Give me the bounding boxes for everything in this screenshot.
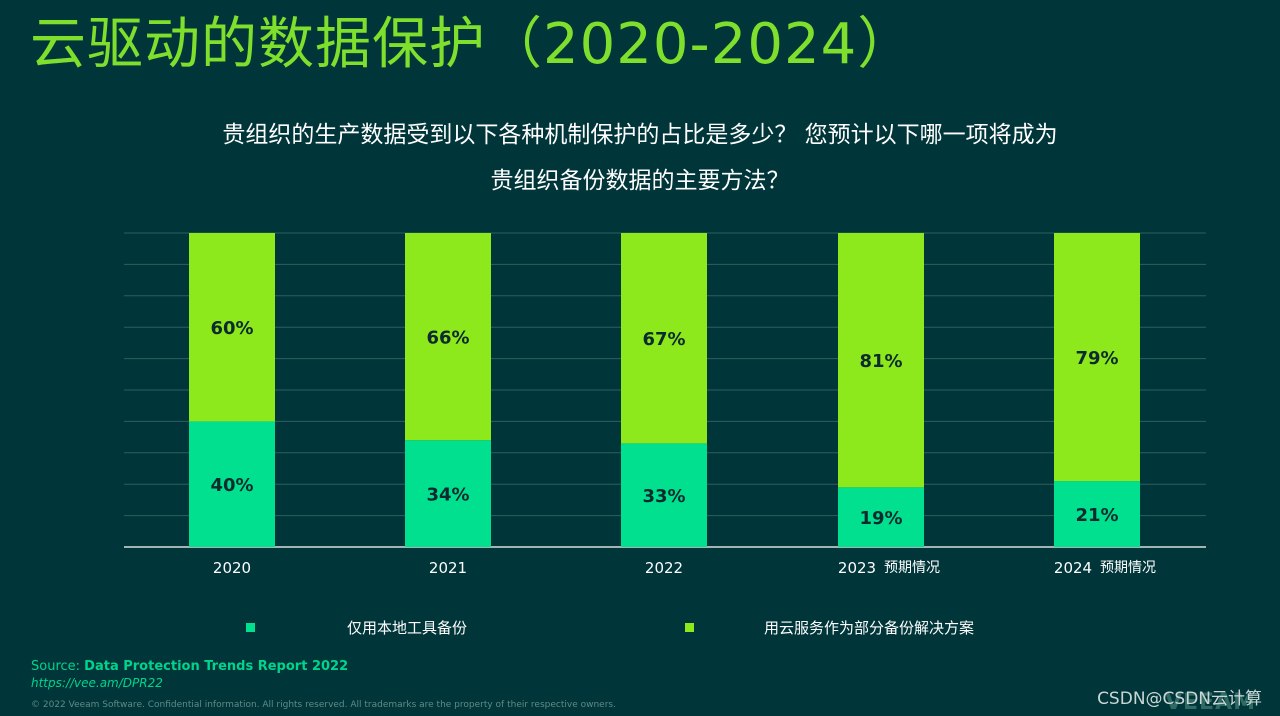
source-line: Source: Data Protection Trends Report 20… [31, 659, 348, 674]
data-label-cloud-2022: 67% [642, 329, 685, 350]
source-prefix: Source: [31, 659, 81, 674]
veeam-logo: VEEAM [1164, 690, 1256, 715]
data-label-cloud-2021: 66% [426, 328, 469, 349]
x-tick-label-2020: 2020 [213, 559, 251, 577]
bar-local-2023 [838, 487, 924, 547]
source-report: Data Protection Trends Report 2022 [84, 659, 349, 674]
data-label-local-2021: 34% [426, 485, 469, 506]
bar-cloud-2022 [621, 233, 707, 444]
bar-cloud-2023 [838, 233, 924, 488]
data-label-cloud-2024: 79% [1075, 348, 1118, 369]
stacked-bar-chart: 40%60%34%66%33%67%19%81%21%79% 2020 2021 2… [124, 232, 1206, 577]
bar-local-2020 [189, 421, 275, 547]
csdn-watermark: CSDN@CSDN云计算 [1097, 689, 1262, 709]
x-tick-note-2024: 预期情况 [1100, 560, 1156, 576]
copyright-notice: © 2022 Veeam Software. Confidential info… [31, 700, 616, 710]
legend-swatch-cloud [685, 623, 694, 632]
data-label-local-2024: 21% [1075, 505, 1118, 526]
chart-bars [189, 233, 1140, 547]
x-tick-label-2021: 2021 [429, 559, 467, 577]
bar-local-2022 [621, 443, 707, 547]
x-tick-label-2023: 2023 [838, 559, 876, 577]
x-tick-label-2024: 2024 [1054, 559, 1092, 577]
data-label-local-2023: 19% [859, 508, 902, 529]
bar-cloud-2021 [405, 233, 491, 441]
legend-item-local: 仅用本地工具备份 [246, 617, 467, 638]
question-line-2: 贵组织备份数据的主要方法？ [490, 168, 790, 194]
bar-cloud-2024 [1054, 233, 1140, 482]
legend-label-local: 仅用本地工具备份 [347, 619, 468, 637]
legend-item-cloud: 用云服务作为部分备份解决方案 [685, 617, 974, 638]
page-title: 云驱动的数据保护（2020-2024） [30, 12, 915, 77]
x-tick-note-2023: 预期情况 [884, 560, 940, 576]
survey-question: 贵组织的生产数据受到以下各种机制保护的占比是多少？ 您预计以下哪一项将成为 贵组… [0, 112, 1280, 204]
bar-cloud-2020 [189, 233, 275, 422]
chart-bar-labels: 40% 60% 34% 66% 33% 67% 19% 81% 21% 79% [210, 318, 1118, 529]
data-label-local-2020: 40% [210, 475, 253, 496]
data-label-local-2022: 33% [642, 486, 685, 507]
x-tick-label-2022: 2022 [645, 559, 683, 577]
bar-local-2024 [1054, 481, 1140, 547]
bar-local-2021 [405, 440, 491, 547]
data-label-cloud-2020: 60% [210, 318, 253, 339]
question-line-1: 贵组织的生产数据受到以下各种机制保护的占比是多少？ 您预计以下哪一项将成为 [222, 122, 1058, 148]
source-link[interactable]: https://vee.am/DPR22 [31, 676, 163, 690]
legend-swatch-local [246, 623, 255, 632]
chart-x-axis: 2020 2021 2022 2023 预期情况 2024 预期情况 [213, 559, 1156, 577]
data-label-cloud-2023: 81% [859, 351, 902, 372]
legend-label-cloud: 用云服务作为部分备份解决方案 [764, 619, 975, 637]
